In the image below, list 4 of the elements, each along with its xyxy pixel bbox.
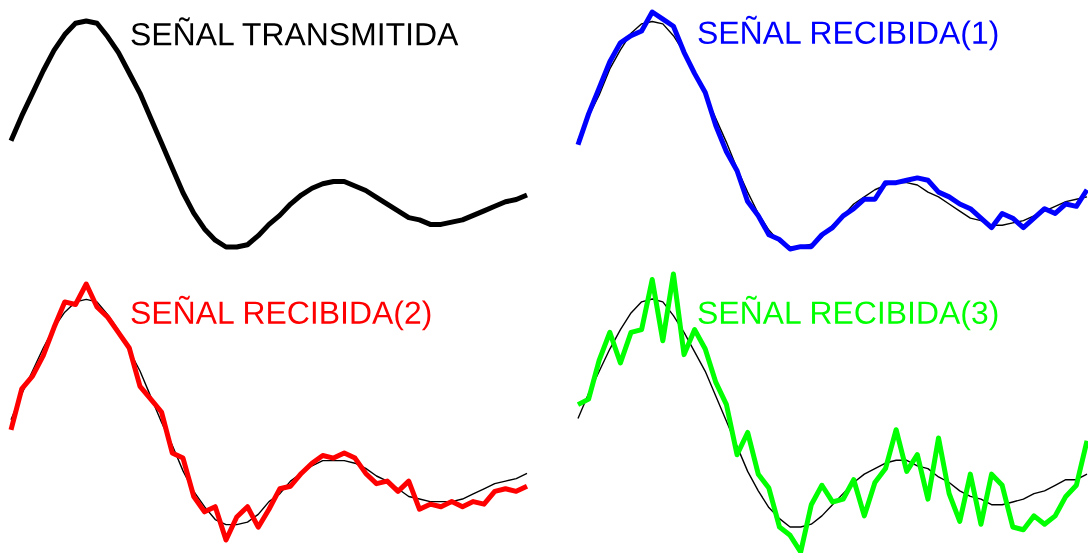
chart-title: SEÑAL TRANSMITIDA bbox=[131, 17, 459, 46]
text: SEÑAL RECIBIDA(3) bbox=[698, 295, 998, 331]
chart-title: SEÑAL RECIBIDA(1) bbox=[698, 15, 998, 51]
chart-title: SEÑAL RECIBIDA(2) bbox=[131, 295, 431, 331]
